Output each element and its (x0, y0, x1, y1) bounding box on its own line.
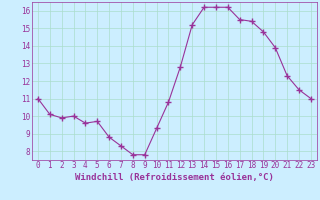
X-axis label: Windchill (Refroidissement éolien,°C): Windchill (Refroidissement éolien,°C) (75, 173, 274, 182)
